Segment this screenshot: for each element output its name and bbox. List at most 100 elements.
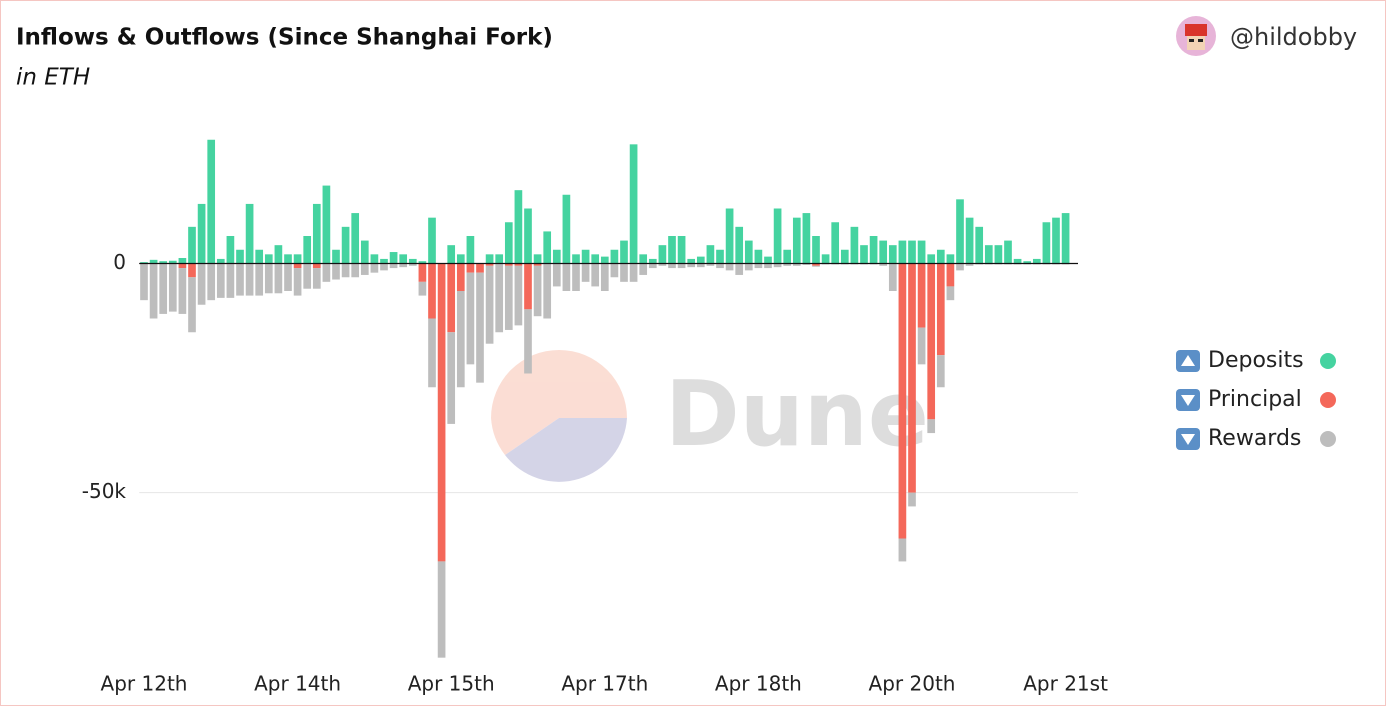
bar	[428, 263, 436, 319]
bar	[1004, 240, 1012, 264]
bar	[303, 263, 312, 289]
bar	[840, 249, 849, 264]
bar	[351, 263, 360, 278]
bar	[360, 240, 369, 264]
bar	[869, 236, 878, 264]
bar	[639, 254, 648, 264]
bar	[293, 263, 302, 269]
bar	[668, 236, 676, 264]
bar	[888, 263, 897, 291]
bar	[524, 208, 532, 264]
bar	[610, 249, 619, 264]
bar	[802, 263, 811, 265]
bar	[956, 199, 964, 264]
bar	[447, 245, 456, 264]
bar	[168, 263, 177, 312]
bar	[562, 263, 571, 291]
bar	[178, 258, 187, 264]
bar	[744, 240, 753, 264]
bar	[418, 281, 427, 296]
bar	[140, 262, 148, 264]
bar	[677, 236, 686, 264]
bar	[447, 332, 456, 424]
bar	[1042, 222, 1051, 264]
bar	[332, 249, 340, 264]
bar	[418, 263, 427, 282]
bar	[908, 240, 916, 264]
bar	[504, 263, 513, 266]
bar	[898, 263, 907, 539]
bar	[389, 263, 398, 269]
y-tick-label: -50k	[82, 479, 127, 503]
legend-swatch	[1320, 392, 1336, 408]
bar	[965, 217, 974, 264]
bar	[351, 213, 360, 264]
bar	[792, 263, 801, 266]
bar	[936, 355, 945, 388]
bar	[226, 263, 235, 298]
bar	[648, 263, 657, 269]
bar	[274, 245, 283, 264]
bar	[456, 291, 465, 388]
bar	[437, 561, 446, 658]
bar	[725, 263, 734, 271]
x-tick-label: Apr 12th	[101, 672, 188, 696]
bar	[428, 318, 436, 388]
bar	[600, 256, 609, 264]
bar	[495, 254, 504, 264]
bar	[485, 254, 494, 264]
bar	[917, 327, 926, 365]
bar	[159, 263, 168, 314]
bar	[629, 144, 638, 264]
bar	[927, 419, 936, 434]
bar	[946, 254, 955, 264]
x-tick-label: Apr 21st	[1023, 672, 1108, 696]
bar	[783, 263, 792, 266]
bar	[476, 272, 484, 383]
bar	[255, 249, 264, 264]
bar	[322, 185, 331, 264]
bar	[533, 265, 542, 317]
bar	[456, 254, 465, 264]
legend-label: Principal	[1208, 387, 1302, 412]
bar	[744, 263, 753, 271]
bar	[543, 263, 552, 319]
bar	[984, 245, 993, 264]
bar	[312, 263, 321, 269]
bar	[312, 268, 321, 289]
bar	[716, 249, 724, 264]
legend-arrow	[1181, 434, 1195, 445]
bar	[908, 263, 916, 493]
bar	[380, 263, 388, 271]
bar	[917, 263, 926, 328]
bar	[341, 263, 350, 278]
bar	[696, 256, 705, 264]
bar	[610, 263, 619, 278]
bar	[716, 263, 724, 269]
chart-subtitle: in ETH	[16, 65, 90, 91]
bar	[860, 245, 868, 264]
bar	[322, 263, 331, 282]
avatar	[1176, 16, 1216, 56]
bar	[408, 263, 417, 266]
bar	[514, 263, 523, 266]
bar	[178, 263, 187, 269]
bar	[668, 263, 676, 269]
bar	[447, 263, 456, 333]
bar	[591, 263, 600, 287]
bar	[658, 263, 667, 266]
bar	[591, 254, 600, 264]
bar	[572, 263, 580, 291]
bar	[504, 265, 513, 330]
bar	[850, 226, 859, 264]
bar	[898, 538, 907, 562]
bar	[514, 265, 523, 326]
bar	[812, 236, 820, 264]
bar	[620, 240, 628, 264]
bar	[168, 260, 177, 264]
y-tick-label: 0	[113, 250, 126, 274]
bar	[207, 139, 216, 264]
bar	[418, 261, 427, 264]
bar	[946, 263, 955, 287]
bar	[764, 256, 772, 264]
